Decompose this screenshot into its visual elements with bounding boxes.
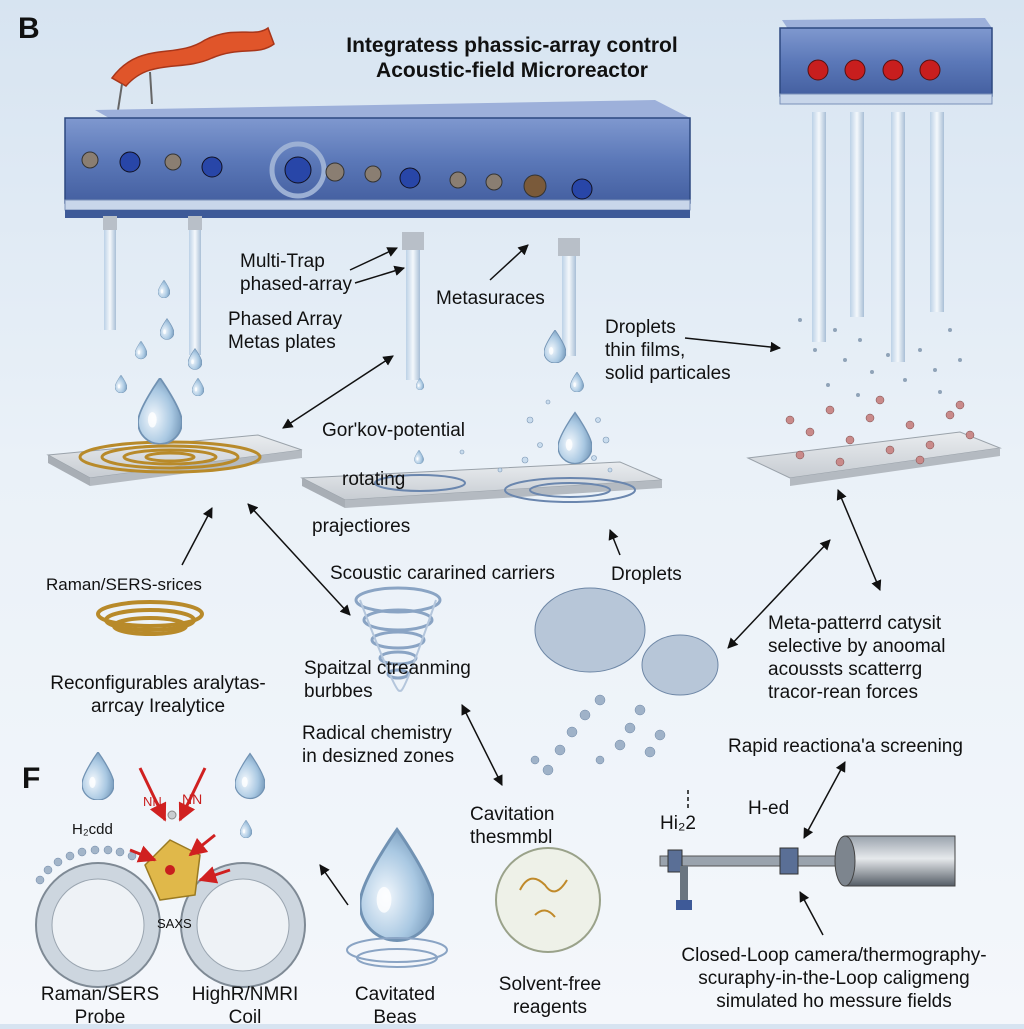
label-line: Closed-Loop camera/thermography- (681, 945, 987, 966)
label-line: Meta-patterrd catysit (768, 613, 942, 634)
raman-ring-coil (96, 600, 204, 636)
particle-mist (798, 318, 962, 397)
label-saxs: SAXS (157, 916, 192, 931)
cavitation-sphere (495, 847, 601, 953)
label-rotating: rotating (342, 469, 406, 490)
label-line: Phased Array (228, 309, 343, 330)
label-reconfigurable: Reconfigurables aralytas- arrcay Irealyt… (36, 672, 280, 718)
label-line: HighR/NMRI (191, 984, 299, 1005)
label-line: Reconfigurables aralytas- (50, 673, 266, 694)
label-nmr-coil: HighR/NMRI Coil (180, 983, 310, 1029)
streaming-vortex (354, 586, 442, 692)
bubbles (459, 399, 613, 473)
raman-probe-ring (35, 862, 161, 988)
label-rapid-screening: Rapid reactiona'a screening (728, 736, 963, 757)
thermography-camera (659, 835, 956, 910)
panel-label-b: B (18, 12, 40, 45)
label-line: Multi-Trap (240, 251, 325, 272)
label-droplets: Droplets (611, 564, 682, 585)
heat-ribbon (110, 26, 275, 111)
label-line: thesmmbl (470, 827, 553, 848)
label-solvent-free: Solvent-free reagents (480, 973, 620, 1019)
label-h2-cold: H₂cdd (72, 821, 113, 838)
plate-rotating (300, 461, 663, 508)
label-line: simulated ho messure fields (716, 991, 952, 1012)
droplet-clusters (530, 587, 719, 776)
phased-array-housing (64, 100, 691, 218)
label-line: arrcay Irealytice (90, 696, 226, 717)
label-line: Cavitated (354, 984, 436, 1005)
label-spatial-streaming: Spaitzal ctreanming burbbes (304, 657, 471, 703)
plate-rings (46, 434, 303, 486)
label-line: Spaitzal ctreanming (304, 658, 471, 679)
label-line: acoussts scatterrg (768, 659, 923, 680)
label-line: burbbes (304, 681, 373, 702)
nozzle-tubes (103, 216, 580, 380)
label-line: Beas (373, 1007, 417, 1028)
label-raman-probe: Raman/SERS Probe (30, 983, 170, 1029)
label-gorkov: Gor'kov-potential (322, 420, 466, 441)
label-meta-patterned: Meta-patterrd catysit selective by anoom… (768, 612, 945, 704)
label-line: Droplets (605, 317, 676, 338)
label-line: scuraphy-in-the-Loop caligmeng (698, 968, 970, 989)
nmr-coil-ring (180, 862, 306, 988)
label-radical-chemistry: Radical chemistry in desizned zones (302, 722, 454, 768)
annotation-arrows (181, 244, 882, 936)
label-line: phased-array (240, 274, 352, 295)
label-h2: Hi₂2 (660, 813, 696, 834)
label-cavitated-beas: Cavitated Beas (335, 983, 455, 1029)
right-array-housing (779, 18, 993, 362)
label-phased-array: Phased Array Metas plates (228, 308, 342, 354)
catalyst-crystal (129, 767, 231, 901)
label-line: Probe (74, 1007, 126, 1028)
label-line: thin films, (605, 340, 686, 361)
diagram-title: Integratess phassic-array control Acoust… (300, 33, 724, 83)
label-line: Radical chemistry (302, 723, 452, 744)
label-line: Metas plates (228, 332, 336, 353)
housing-knobs (81, 141, 593, 200)
label-line: reagents (513, 997, 587, 1018)
label-closed-loop: Closed-Loop camera/thermography- scuraph… (646, 944, 1022, 1013)
panel-label-f: F (22, 762, 41, 795)
label-multi-trap: Multi-Trap phased-array (240, 250, 352, 296)
label-line: Raman/SERS (40, 984, 160, 1005)
label-acoustic-carriers: Scoustic cararined carriers (330, 563, 555, 584)
label-cavitation: Cavitation thesmmbl (470, 803, 555, 849)
label-metasurfaces: Metasuraces (436, 288, 545, 309)
label-line: solid particales (605, 363, 731, 384)
label-line: Cavitation (470, 804, 555, 825)
label-droplets-films: Droplets thin films, solid particales (605, 316, 731, 385)
label-nn-2: NN (182, 791, 203, 807)
label-raman-sers-devices: Raman/SERS-srices (46, 575, 202, 594)
label-line: selective by anoomal (768, 636, 946, 657)
label-line: Solvent-free (498, 974, 602, 995)
ripple (346, 937, 448, 968)
plate-particles (746, 395, 1002, 486)
label-nn-1: NN (143, 794, 162, 809)
label-line: in desizned zones (302, 746, 455, 767)
title-line-2: Acoustic-field Microreactor (376, 59, 648, 82)
label-h-ed: H-ed (748, 798, 790, 819)
title-line-1: Integratess phassic-array control (346, 34, 678, 57)
label-trajectories: prajectiores (312, 516, 411, 537)
label-line: tracor-rean forces (768, 682, 918, 703)
label-line: Coil (228, 1007, 262, 1028)
